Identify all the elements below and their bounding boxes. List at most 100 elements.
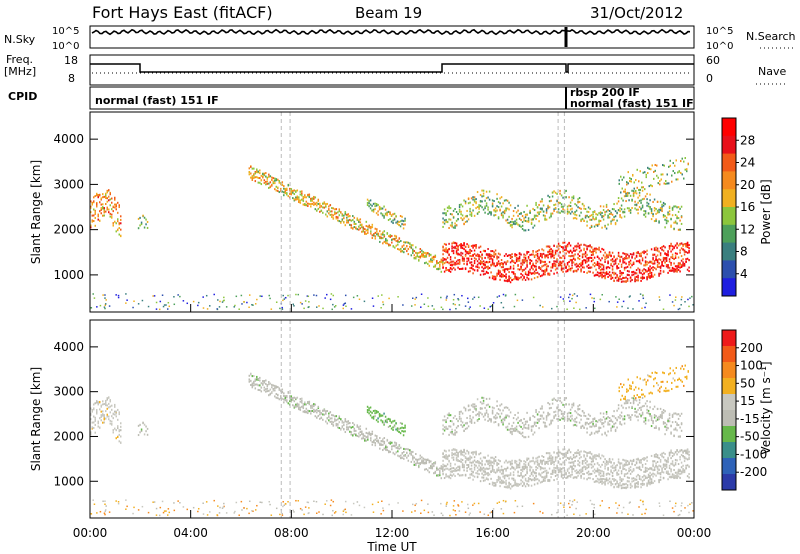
velocity-cell: [454, 448, 456, 451]
velocity-cell: [340, 418, 342, 421]
power-cell: [442, 260, 444, 263]
power-cell: [662, 245, 665, 248]
power-cell: [635, 192, 638, 195]
power-cell: [412, 250, 414, 253]
power-cell: [281, 306, 283, 309]
velocity-cell: [608, 457, 611, 460]
velocity-cell: [565, 455, 567, 458]
velocity-cell: [451, 454, 453, 457]
power-cell: [92, 293, 94, 295]
power-cell: [118, 223, 120, 226]
power-cell: [302, 203, 305, 206]
power-cell: [527, 273, 530, 276]
power-cell: [599, 265, 602, 268]
velocity-cell: [391, 448, 393, 451]
velocity-cell: [328, 419, 330, 422]
velocity-cell: [451, 470, 453, 473]
power-cell: [503, 199, 506, 202]
power-cell: [325, 213, 327, 216]
velocity-cell: [394, 445, 396, 448]
power-cell: [500, 266, 503, 269]
velocity-cell: [334, 419, 336, 422]
power-cell: [454, 261, 456, 264]
power-cell: [590, 260, 593, 263]
velocity-cell: [395, 428, 397, 431]
power-cell: [487, 247, 489, 250]
power-cell: [571, 260, 573, 263]
velocity-cell: [431, 467, 434, 470]
power-cell: [544, 256, 546, 259]
velocity-cell: [287, 391, 290, 394]
velocity-cell: [445, 450, 447, 453]
power-cell: [500, 262, 503, 265]
velocity-cell: [523, 467, 525, 470]
power-cell: [626, 181, 628, 184]
power-cell: [467, 257, 470, 260]
power-cell: [674, 252, 677, 255]
power-cell: [497, 270, 500, 273]
power-cell: [674, 244, 677, 247]
velocity-cell: [650, 478, 653, 481]
velocity-cell: [515, 484, 518, 487]
power-cell: [93, 200, 95, 203]
power-cell: [559, 263, 561, 266]
velocity-cell: [505, 479, 507, 482]
power-cell: [590, 225, 593, 228]
power-cell: [584, 214, 587, 217]
power-cell: [479, 250, 482, 253]
power-cell: [541, 265, 543, 268]
power-cell: [248, 171, 251, 174]
velocity-cell: [506, 475, 509, 478]
power-cell: [659, 180, 661, 183]
power-cell: [481, 253, 483, 256]
power-cell: [445, 218, 447, 221]
power-cell: [605, 254, 608, 257]
power-cell: [454, 245, 456, 248]
power-cell: [538, 273, 540, 276]
power-cell: [91, 203, 93, 206]
power-cell: [322, 211, 324, 214]
velocity-cell: [554, 456, 557, 459]
velocity-cell: [142, 421, 144, 424]
velocity-cell: [454, 463, 456, 466]
power-cell: [664, 258, 666, 261]
power-cell: [481, 260, 483, 263]
power-cell: [560, 264, 563, 267]
velocity-cell: [464, 452, 467, 455]
velocity-cell: [286, 394, 288, 397]
power-cell: [496, 272, 498, 275]
power-cell: [115, 294, 117, 296]
power-cell: [93, 297, 96, 299]
velocity-cell: [610, 465, 612, 468]
velocity-cell: [586, 452, 588, 455]
velocity-cell: [436, 474, 438, 477]
velocity-cell: [526, 466, 528, 469]
power-cell: [575, 217, 578, 220]
power-cell: [112, 205, 114, 208]
velocity-cell: [108, 396, 110, 399]
velocity-cell: [115, 410, 117, 413]
velocity-cell: [457, 473, 459, 476]
power-cell: [335, 208, 338, 211]
power-cell: [659, 265, 662, 268]
power-cell: [671, 248, 674, 251]
power-cell: [515, 211, 518, 214]
velocity-cell: [596, 454, 599, 457]
power-cell: [445, 299, 448, 301]
power-cell: [115, 208, 117, 211]
power-cell: [505, 294, 507, 296]
power-cell: [410, 246, 413, 249]
cpid-panel-frame: [89, 86, 695, 110]
power-cell: [642, 297, 645, 300]
velocity-cell: [425, 462, 428, 465]
power-cell: [506, 207, 509, 210]
power-cell: [449, 258, 452, 261]
power-cell: [137, 303, 140, 305]
velocity-cell: [458, 467, 461, 470]
power-cell: [343, 303, 346, 305]
power-cell: [332, 207, 335, 210]
power-cell: [620, 197, 623, 200]
power-cell: [305, 204, 308, 207]
power-cell: [571, 196, 573, 199]
velocity-cell: [293, 396, 296, 399]
